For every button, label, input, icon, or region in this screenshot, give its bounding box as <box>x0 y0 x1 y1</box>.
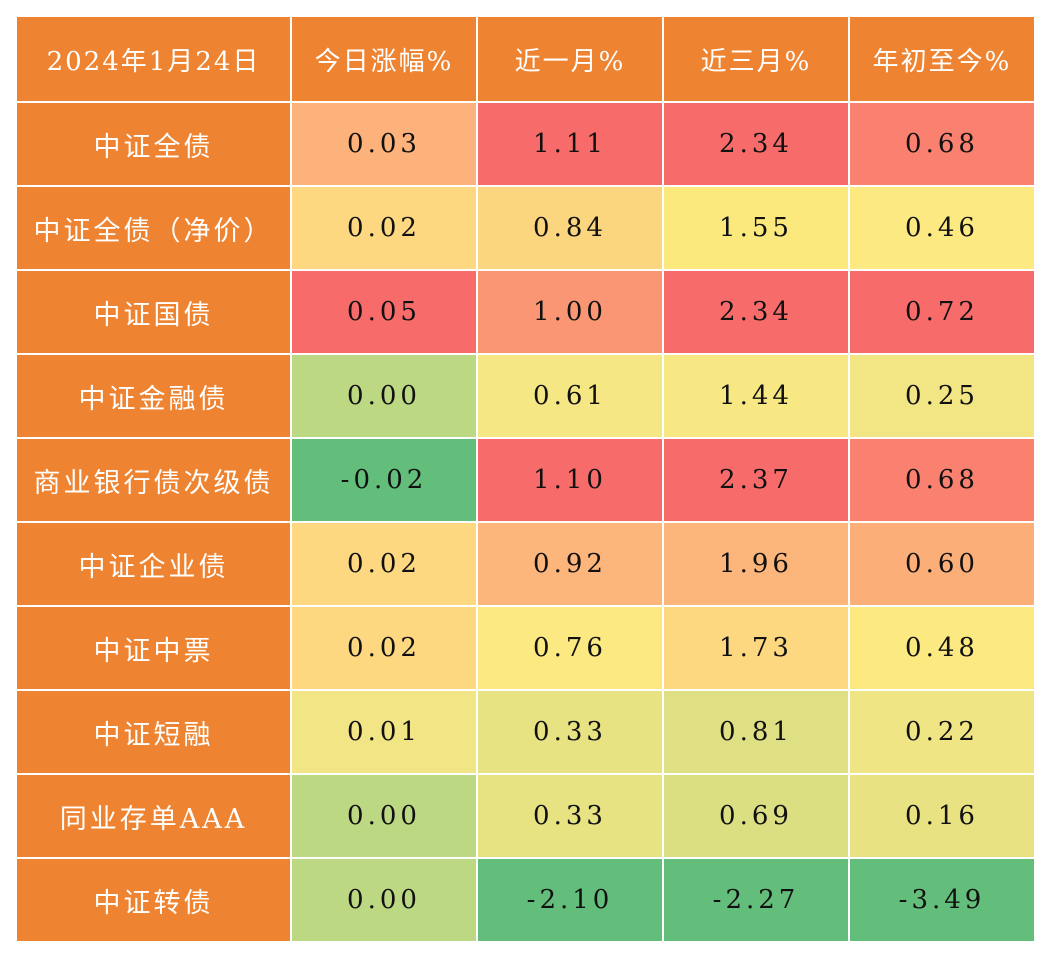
heatmap-cell: -2.27 <box>662 857 850 943</box>
table-row: 中证全债 0.03 1.11 2.34 0.68 <box>15 101 1036 187</box>
heatmap-cell: 0.00 <box>290 353 478 439</box>
heatmap-cell: 1.10 <box>476 437 664 523</box>
heatmap-cell: 0.92 <box>476 521 664 607</box>
table-row: 中证企业债 0.02 0.92 1.96 0.60 <box>15 521 1036 607</box>
table-row: 中证金融债 0.00 0.61 1.44 0.25 <box>15 353 1036 439</box>
row-label: 中证全债 <box>15 101 292 187</box>
heatmap-cell: -3.49 <box>848 857 1036 943</box>
heatmap-cell: 0.00 <box>290 857 478 943</box>
header-row: 2024年1月24日 今日涨幅% 近一月% 近三月% 年初至今% <box>15 15 1036 103</box>
heatmap-cell: -2.10 <box>476 857 664 943</box>
heatmap-cell: -0.02 <box>290 437 478 523</box>
heatmap-cell: 1.44 <box>662 353 850 439</box>
heatmap-cell: 0.00 <box>290 773 478 859</box>
table-row: 中证中票 0.02 0.76 1.73 0.48 <box>15 605 1036 691</box>
row-label: 同业存单AAA <box>15 773 292 859</box>
row-label: 中证国债 <box>15 269 292 355</box>
heatmap-cell: 0.01 <box>290 689 478 775</box>
row-label: 商业银行债次级债 <box>15 437 292 523</box>
table-row: 中证短融 0.01 0.33 0.81 0.22 <box>15 689 1036 775</box>
heatmap-cell: 0.76 <box>476 605 664 691</box>
heatmap-cell: 0.69 <box>662 773 850 859</box>
heatmap-cell: 2.34 <box>662 269 850 355</box>
heatmap-cell: 0.60 <box>848 521 1036 607</box>
column-header: 近三月% <box>662 15 850 103</box>
heatmap-table: 2024年1月24日 今日涨幅% 近一月% 近三月% 年初至今% 中证全债 0.0… <box>15 15 1036 943</box>
table-row: 商业银行债次级债 -0.02 1.10 2.37 0.68 <box>15 437 1036 523</box>
heatmap-cell: 2.37 <box>662 437 850 523</box>
table-row: 中证全债（净价） 0.02 0.84 1.55 0.46 <box>15 185 1036 271</box>
heatmap-cell: 0.05 <box>290 269 478 355</box>
row-label: 中证短融 <box>15 689 292 775</box>
heatmap-cell: 0.33 <box>476 689 664 775</box>
table-row: 中证转债 0.00 -2.10 -2.27 -3.49 <box>15 857 1036 943</box>
heatmap-cell: 0.02 <box>290 185 478 271</box>
heatmap-cell: 1.55 <box>662 185 850 271</box>
heatmap-cell: 0.16 <box>848 773 1036 859</box>
heatmap-cell: 0.72 <box>848 269 1036 355</box>
column-header: 今日涨幅% <box>290 15 478 103</box>
table-body: 中证全债 0.03 1.11 2.34 0.68 中证全债（净价） 0.02 0.84 1.55… <box>15 101 1036 943</box>
heatmap-cell: 0.68 <box>848 101 1036 187</box>
heatmap-cell: 0.84 <box>476 185 664 271</box>
column-header: 近一月% <box>476 15 664 103</box>
heatmap-cell: 0.33 <box>476 773 664 859</box>
heatmap-cell: 0.46 <box>848 185 1036 271</box>
heatmap-cell: 0.61 <box>476 353 664 439</box>
heatmap-cell: 0.03 <box>290 101 478 187</box>
heatmap-cell: 1.73 <box>662 605 850 691</box>
heatmap-cell: 0.22 <box>848 689 1036 775</box>
heatmap-cell: 0.48 <box>848 605 1036 691</box>
heatmap-cell: 1.00 <box>476 269 664 355</box>
heatmap-cell: 0.02 <box>290 521 478 607</box>
heatmap-cell: 0.81 <box>662 689 850 775</box>
corner-label: 2024年1月24日 <box>15 15 292 103</box>
heatmap-cell: 0.25 <box>848 353 1036 439</box>
row-label: 中证企业债 <box>15 521 292 607</box>
row-label: 中证金融债 <box>15 353 292 439</box>
heatmap-cell: 1.96 <box>662 521 850 607</box>
table-row: 同业存单AAA 0.00 0.33 0.69 0.16 <box>15 773 1036 859</box>
heatmap-cell: 0.68 <box>848 437 1036 523</box>
table-row: 中证国债 0.05 1.00 2.34 0.72 <box>15 269 1036 355</box>
column-header: 年初至今% <box>848 15 1036 103</box>
row-label: 中证中票 <box>15 605 292 691</box>
row-label: 中证全债（净价） <box>15 185 292 271</box>
heatmap-cell: 0.02 <box>290 605 478 691</box>
heatmap-cell: 2.34 <box>662 101 850 187</box>
row-label: 中证转债 <box>15 857 292 943</box>
heatmap-cell: 1.11 <box>476 101 664 187</box>
